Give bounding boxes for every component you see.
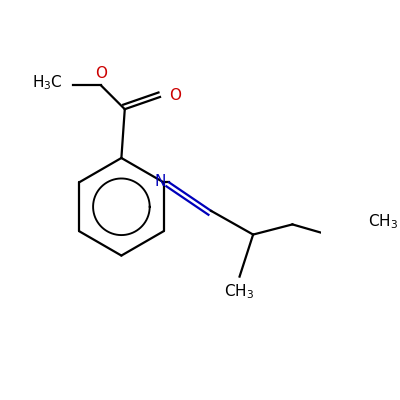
Text: N: N bbox=[155, 174, 166, 188]
Text: O: O bbox=[170, 88, 182, 103]
Text: CH$_3$: CH$_3$ bbox=[224, 282, 255, 301]
Text: CH$_3$: CH$_3$ bbox=[368, 212, 398, 231]
Text: H$_3$C: H$_3$C bbox=[32, 73, 62, 92]
Text: O: O bbox=[95, 66, 107, 81]
